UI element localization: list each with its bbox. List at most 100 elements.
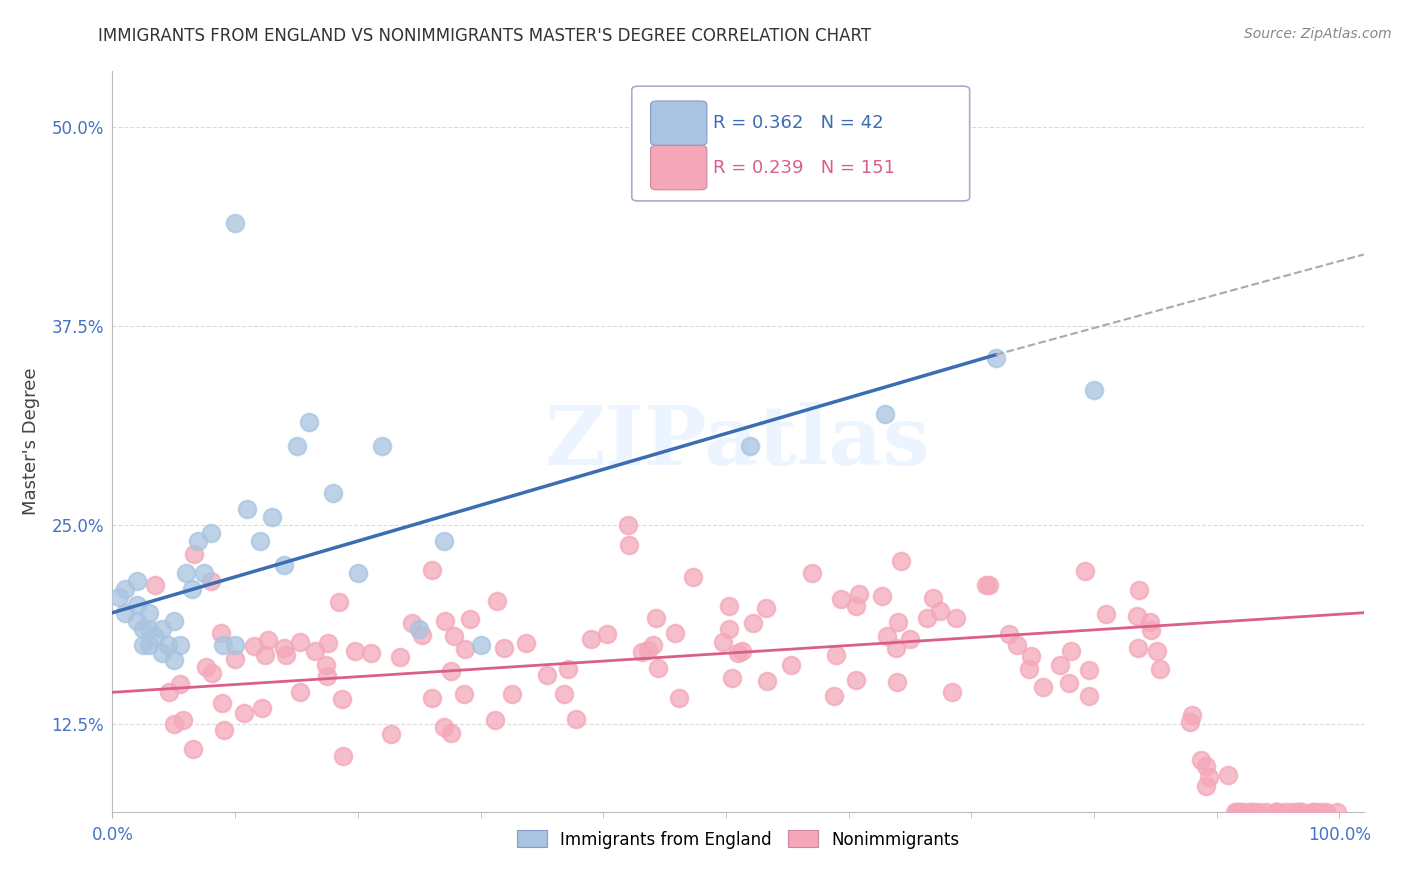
Point	[344, 644, 367, 658]
Point	[209, 626, 232, 640]
Point	[645, 611, 668, 625]
Point	[187, 534, 209, 549]
Text: R = 0.239   N = 151: R = 0.239 N = 151	[713, 159, 896, 177]
Point	[1140, 624, 1163, 638]
Point	[1018, 662, 1040, 676]
Point	[501, 687, 523, 701]
Point	[1128, 640, 1150, 655]
Point	[174, 566, 197, 580]
Point	[553, 687, 575, 701]
Point	[845, 673, 868, 688]
Point	[1049, 657, 1071, 672]
Point	[157, 685, 180, 699]
Point	[494, 640, 516, 655]
Point	[163, 653, 186, 667]
Point	[643, 638, 665, 652]
Point	[1301, 805, 1323, 819]
Legend: Immigrants from England, Nonimmigrants: Immigrants from England, Nonimmigrants	[510, 823, 966, 855]
Point	[536, 668, 558, 682]
Point	[1243, 805, 1265, 819]
Point	[1288, 805, 1310, 819]
Point	[1126, 609, 1149, 624]
Point	[1285, 805, 1308, 819]
Point	[107, 590, 129, 604]
Point	[1078, 663, 1101, 677]
Text: R = 0.362   N = 42: R = 0.362 N = 42	[713, 114, 884, 132]
Point	[1057, 675, 1080, 690]
Point	[557, 662, 579, 676]
Text: Source: ZipAtlas.com: Source: ZipAtlas.com	[1244, 27, 1392, 41]
Point	[371, 438, 394, 452]
Point	[1305, 805, 1327, 819]
Point	[411, 628, 433, 642]
Point	[420, 691, 443, 706]
Point	[1198, 771, 1220, 785]
Point	[440, 664, 463, 678]
Point	[330, 691, 353, 706]
Point	[1279, 805, 1302, 819]
Point	[169, 638, 191, 652]
Point	[1146, 644, 1168, 658]
Point	[318, 635, 340, 649]
Point	[1078, 689, 1101, 703]
Point	[304, 644, 326, 658]
Point	[1083, 383, 1105, 397]
Point	[328, 595, 350, 609]
Point	[201, 665, 224, 680]
Point	[1032, 680, 1054, 694]
Point	[1227, 805, 1250, 819]
Point	[470, 638, 492, 652]
Point	[921, 591, 943, 605]
Point	[928, 604, 950, 618]
Point	[143, 578, 166, 592]
Point	[727, 646, 749, 660]
Point	[224, 216, 246, 230]
Point	[1265, 805, 1288, 819]
Point	[274, 648, 297, 663]
Point	[132, 638, 155, 652]
Text: IMMIGRANTS FROM ENGLAND VS NONIMMIGRANTS MASTER'S DEGREE CORRELATION CHART: IMMIGRANTS FROM ENGLAND VS NONIMMIGRANTS…	[98, 27, 872, 45]
Point	[823, 689, 845, 703]
Point	[433, 615, 456, 629]
Text: ZIPatlas: ZIPatlas	[546, 401, 931, 482]
Point	[422, 563, 444, 577]
Point	[1264, 805, 1286, 819]
Point	[1240, 805, 1263, 819]
Point	[183, 548, 205, 562]
Point	[1310, 805, 1333, 819]
Point	[717, 599, 740, 613]
Point	[163, 614, 186, 628]
Point	[998, 626, 1021, 640]
Point	[200, 574, 222, 588]
Point	[682, 570, 704, 584]
Y-axis label: Master's Degree: Master's Degree	[22, 368, 41, 516]
Point	[322, 486, 344, 500]
Point	[515, 635, 537, 649]
Point	[755, 601, 778, 615]
Point	[1216, 768, 1239, 782]
Point	[886, 641, 908, 656]
Point	[713, 634, 735, 648]
Point	[181, 742, 204, 756]
Point	[408, 622, 430, 636]
Point	[1226, 805, 1249, 819]
Point	[1195, 779, 1218, 793]
Point	[114, 582, 136, 596]
Point	[1326, 805, 1348, 819]
Point	[1019, 648, 1042, 663]
Point	[1274, 805, 1296, 819]
Point	[181, 582, 204, 596]
Point	[1094, 607, 1116, 621]
Point	[1286, 805, 1309, 819]
Point	[801, 566, 824, 580]
Point	[898, 632, 921, 646]
Point	[249, 534, 271, 549]
Point	[848, 587, 870, 601]
Point	[1302, 805, 1324, 819]
Point	[360, 646, 382, 660]
Point	[290, 685, 312, 699]
Point	[664, 626, 686, 640]
Point	[236, 502, 259, 516]
Point	[332, 749, 354, 764]
Point	[315, 658, 337, 673]
